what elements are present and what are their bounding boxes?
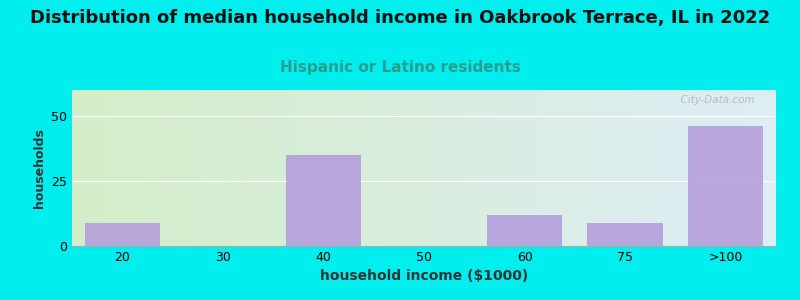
Text: City-Data.com: City-Data.com	[674, 95, 755, 105]
Y-axis label: households: households	[33, 128, 46, 208]
Bar	[587, 223, 663, 246]
Bar	[688, 126, 763, 246]
Bar	[286, 155, 361, 246]
Bar	[85, 223, 160, 246]
Bar	[487, 215, 562, 246]
Text: Hispanic or Latino residents: Hispanic or Latino residents	[279, 60, 521, 75]
X-axis label: household income ($1000): household income ($1000)	[320, 269, 528, 284]
Text: Distribution of median household income in Oakbrook Terrace, IL in 2022: Distribution of median household income …	[30, 9, 770, 27]
